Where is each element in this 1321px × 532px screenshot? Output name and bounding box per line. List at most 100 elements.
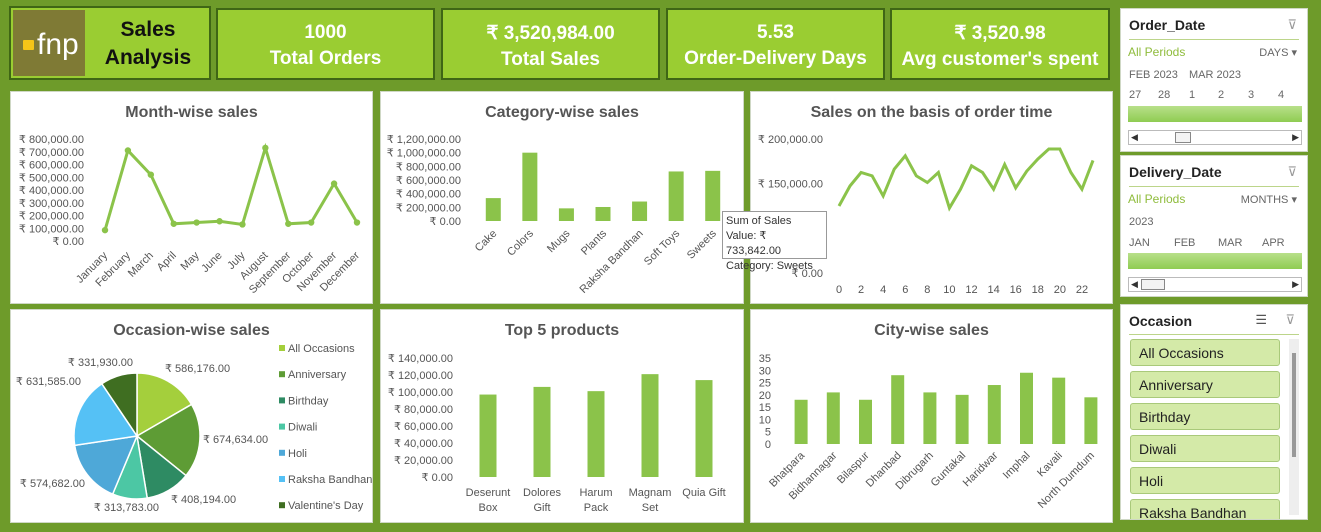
data-point bbox=[285, 221, 291, 227]
order-date-slicer[interactable]: Order_Date ⊽ All Periods DAYS ▾ FEB 2023… bbox=[1120, 8, 1308, 152]
timeline-scrollbar[interactable]: ◀ ▶ bbox=[1128, 277, 1302, 292]
y-tick-label: 20 bbox=[759, 390, 771, 402]
tooltip-line-2: Value: ₹ 733,842.00 bbox=[726, 229, 823, 259]
y-tick-label: ₹ 700,000.00 bbox=[19, 147, 84, 159]
kpi-order-delivery-days: 5.53 Order-Delivery Days bbox=[666, 8, 885, 80]
day-tick[interactable]: 3 bbox=[1248, 89, 1254, 101]
clear-filter-icon[interactable]: ⊽ bbox=[1287, 17, 1297, 33]
month-chart-panel[interactable]: Month-wise sales ₹ 800,000.00 ₹ 700,000.0… bbox=[10, 91, 373, 304]
scroll-right-icon[interactable]: ▶ bbox=[1292, 132, 1299, 143]
clear-filter-icon[interactable]: ⊽ bbox=[1287, 164, 1297, 180]
x-tick-label: Kavali bbox=[1035, 450, 1065, 480]
time-level-dropdown[interactable]: MONTHS ▾ bbox=[1241, 193, 1297, 206]
fnp-logo: fnp bbox=[13, 10, 85, 76]
y-tick-label: 30 bbox=[759, 365, 771, 377]
y-tick-label: ₹ 0.00 bbox=[430, 216, 461, 228]
kpi-value: ₹ 3,520,984.00 bbox=[443, 22, 658, 45]
legend-swatch bbox=[279, 397, 285, 403]
city-chart-panel[interactable]: City-wise sales 35 30 25 20 15 10 5 0 Bhatpara Bi… bbox=[750, 309, 1113, 523]
y-tick-label: ₹ 40,000.00 bbox=[394, 438, 453, 450]
slicer-item[interactable]: Anniversary bbox=[1130, 371, 1280, 398]
data-point bbox=[148, 172, 154, 178]
divider bbox=[1129, 39, 1299, 40]
multi-select-icon[interactable]: ☰ bbox=[1255, 312, 1267, 328]
y-tick-label: 5 bbox=[765, 427, 771, 439]
y-tick-label: ₹ 500,000.00 bbox=[19, 172, 84, 184]
day-tick[interactable]: 27 bbox=[1129, 89, 1141, 101]
x-tick-label: Dolores bbox=[523, 487, 561, 499]
bar bbox=[632, 202, 647, 221]
top5-chart-panel[interactable]: Top 5 products ₹ 140,000.00 ₹ 120,000.00 ₹… bbox=[380, 309, 744, 523]
timeline-bar[interactable] bbox=[1128, 253, 1302, 269]
slicer-item[interactable]: Diwali bbox=[1130, 435, 1280, 462]
x-tick-label: Set bbox=[642, 502, 659, 514]
delivery-date-slicer[interactable]: Delivery_Date ⊽ All Periods MONTHS ▾ 202… bbox=[1120, 155, 1308, 297]
kpi-value: 5.53 bbox=[668, 22, 883, 44]
x-tick-label: Imphal bbox=[1001, 450, 1033, 482]
slicer-item[interactable]: Holi bbox=[1130, 467, 1280, 494]
x-tick-label: 14 bbox=[987, 284, 999, 296]
period-label[interactable]: All Periods bbox=[1128, 45, 1185, 59]
slicer-title: Occasion bbox=[1129, 313, 1192, 329]
y-tick-label: 25 bbox=[759, 378, 771, 390]
y-tick-label: ₹ 120,000.00 bbox=[388, 370, 453, 382]
period-label[interactable]: All Periods bbox=[1128, 192, 1185, 206]
category-chart-panel[interactable]: Category-wise sales ₹ 1,200,000.00 ₹ 1,00… bbox=[380, 91, 744, 304]
chart-tooltip: Sum of Sales Value: ₹ 733,842.00 Categor… bbox=[722, 211, 827, 259]
timeline-bar[interactable] bbox=[1128, 106, 1302, 122]
month-tick[interactable]: JAN bbox=[1129, 237, 1150, 249]
timeline-scrollbar[interactable]: ◀ ▶ bbox=[1128, 130, 1302, 145]
month-tick[interactable]: MAR bbox=[1218, 237, 1242, 249]
y-tick-label: ₹ 60,000.00 bbox=[394, 421, 453, 433]
day-tick[interactable]: 2 bbox=[1218, 89, 1224, 101]
kpi-label: Total Orders bbox=[218, 48, 433, 70]
occasion-chart-panel[interactable]: Occasion-wise sales ₹ 586,176.00 ₹ 674,63… bbox=[10, 309, 373, 523]
legend-swatch bbox=[279, 424, 285, 430]
slicer-item[interactable]: All Occasions bbox=[1130, 339, 1280, 366]
data-label: ₹ 331,930.00 bbox=[68, 357, 133, 369]
x-tick-label: Soft Toys bbox=[642, 227, 683, 268]
legend-swatch bbox=[279, 345, 285, 351]
kpi-total-sales: ₹ 3,520,984.00 Total Sales bbox=[441, 8, 660, 80]
scroll-left-icon[interactable]: ◀ bbox=[1131, 132, 1138, 143]
x-tick-label: 12 bbox=[965, 284, 977, 296]
tooltip-line-1: Sum of Sales bbox=[726, 214, 823, 229]
scroll-left-icon[interactable]: ◀ bbox=[1131, 279, 1138, 290]
slicer-scrollbar[interactable] bbox=[1289, 339, 1299, 515]
bar bbox=[596, 207, 611, 221]
day-tick[interactable]: 28 bbox=[1158, 89, 1170, 101]
scroll-thumb[interactable] bbox=[1175, 132, 1191, 143]
x-tick-label: Cake bbox=[473, 228, 500, 255]
day-tick[interactable]: 1 bbox=[1189, 89, 1195, 101]
y-tick-label: ₹ 800,000.00 bbox=[396, 161, 461, 173]
legend-label: Birthday bbox=[288, 395, 329, 407]
month-tick[interactable]: FEB bbox=[1174, 237, 1195, 249]
scroll-thumb[interactable] bbox=[1292, 353, 1296, 457]
bar bbox=[588, 391, 605, 477]
scroll-thumb[interactable] bbox=[1141, 279, 1165, 290]
data-point bbox=[102, 227, 108, 233]
bar bbox=[696, 380, 713, 477]
y-tick-label: 10 bbox=[759, 414, 771, 426]
legend-label: Diwali bbox=[288, 422, 317, 434]
legend-swatch bbox=[279, 502, 285, 508]
time-level-value: DAYS bbox=[1259, 47, 1288, 59]
y-tick-label: ₹ 80,000.00 bbox=[394, 404, 453, 416]
data-point bbox=[193, 219, 199, 225]
time-level-dropdown[interactable]: DAYS ▾ bbox=[1259, 46, 1297, 59]
chevron-down-icon: ▾ bbox=[1291, 194, 1297, 206]
x-tick-label: 18 bbox=[1032, 284, 1044, 296]
x-tick-label: Box bbox=[479, 502, 498, 514]
slicer-item[interactable]: Birthday bbox=[1130, 403, 1280, 430]
scroll-right-icon[interactable]: ▶ bbox=[1292, 279, 1299, 290]
day-tick[interactable]: 4 bbox=[1278, 89, 1284, 101]
x-tick-label: June bbox=[199, 250, 224, 275]
x-tick-label: April bbox=[155, 250, 179, 274]
slicer-item[interactable]: Raksha Bandhan bbox=[1130, 499, 1280, 520]
data-label: ₹ 674,634.00 bbox=[203, 434, 268, 446]
x-tick-label: May bbox=[179, 249, 203, 273]
month-tick[interactable]: APR bbox=[1262, 237, 1285, 249]
clear-filter-icon[interactable]: ⊽ bbox=[1285, 312, 1295, 328]
y-tick-label: ₹ 800,000.00 bbox=[19, 134, 84, 146]
occasion-slicer[interactable]: Occasion ☰ ⊽ All Occasions Anniversary B… bbox=[1120, 304, 1308, 520]
